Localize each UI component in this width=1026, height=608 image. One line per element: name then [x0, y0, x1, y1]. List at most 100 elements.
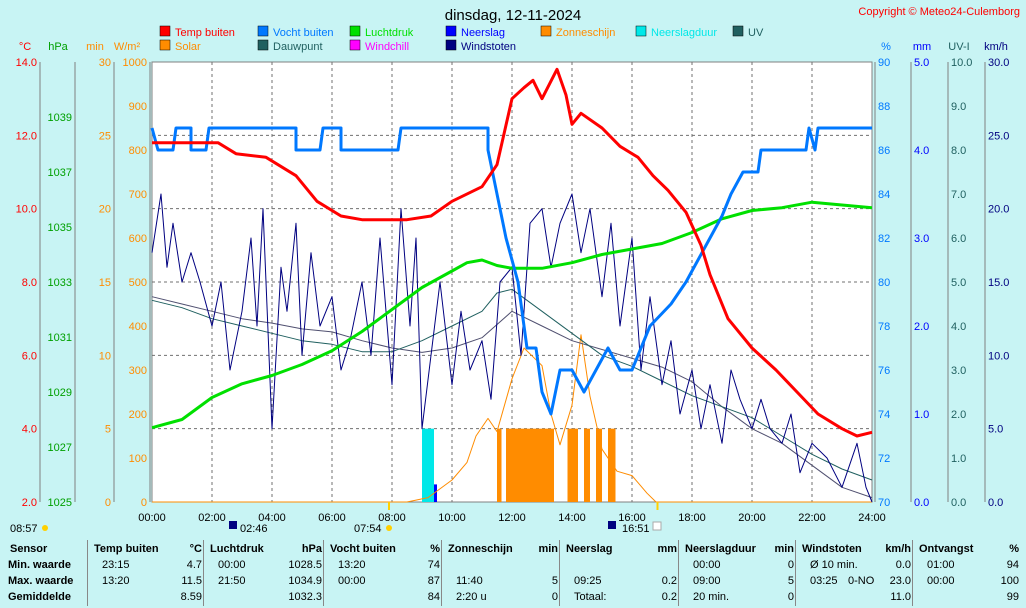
legend-swatch: [349, 39, 361, 51]
x-tick-label: 08:00: [378, 512, 406, 524]
stats-cell-label: 23:15: [102, 559, 130, 571]
stats-cell-value: 0.2: [661, 575, 677, 587]
legend-label: Neerslagduur: [651, 27, 717, 39]
stats-unit: km/h: [885, 543, 911, 555]
y-tick-label-pressure: 1027: [48, 442, 72, 454]
stats-cell-value: 4.7: [186, 559, 202, 571]
legend-swatch: [257, 25, 269, 37]
stats-header: Vocht buiten: [330, 543, 396, 555]
stats-column: Ontvangst% 01:00 94 00:00 100 99: [917, 538, 1021, 608]
stats-cell-value: 0: [787, 559, 794, 571]
stats-column: Temp buiten °C 23:15 4.7 13:20 11.5 8.59: [92, 538, 204, 608]
y-tick-label-wind: 20.0: [988, 204, 1009, 216]
y-tick-label-solar: 500: [129, 277, 147, 289]
stats-separator: [559, 540, 560, 606]
stats-cell-label: 11:40: [456, 575, 483, 587]
y-tick-label-wind: 15.0: [988, 277, 1009, 289]
legend-swatch: [349, 25, 361, 37]
legend-label: Solar: [175, 41, 201, 53]
y-tick-label-pressure: 1033: [48, 277, 72, 289]
moonrise-icon: [229, 521, 237, 529]
sunrise-icon: [386, 525, 392, 531]
stats-cell-label: 00:00: [693, 559, 721, 571]
stats-cell-value: 11.5: [181, 575, 202, 587]
y-tick-label-humidity: 84: [878, 189, 890, 201]
y-tick-label-humidity: 88: [878, 101, 890, 113]
stats-cell-label: Gemiddelde: [8, 591, 71, 603]
x-tick-label: 10:00: [438, 512, 466, 524]
y-tick-label-uv: 6.0: [951, 233, 966, 245]
y-tick-label-rain: 1.0: [914, 409, 929, 421]
stats-header: Sensor: [10, 543, 48, 555]
stats-header: Windstoten: [802, 543, 862, 555]
axis-unit-uv: UV-I: [948, 41, 969, 53]
stats-cell-value: 5: [551, 575, 558, 587]
stats-separator: [203, 540, 204, 606]
bar-zonneschijn: [506, 428, 554, 502]
y-tick-label-humidity: 78: [878, 321, 890, 333]
stats-separator: [323, 540, 324, 606]
y-tick-label-wind: 5.0: [988, 424, 1003, 436]
y-tick-label-solar: 700: [129, 189, 147, 201]
y-tick-label-humidity: 86: [878, 145, 890, 157]
y-tick-label-temp: 2.0: [22, 497, 37, 509]
bar-zonneschijn: [497, 428, 502, 502]
stats-column: Vocht buiten% 13:20 74 00:00 87 84: [328, 538, 442, 608]
stats-cell-value: 11.0: [890, 591, 911, 603]
y-tick-label-humidity: 82: [878, 233, 890, 245]
stats-cell-label: 13:20: [102, 575, 130, 587]
legend-swatch: [445, 25, 457, 37]
x-tick-label: 04:00: [258, 512, 286, 524]
y-tick-label-minutes: 10: [99, 350, 111, 362]
stats-separator: [87, 540, 88, 606]
legend-swatch: [257, 39, 269, 51]
x-tick-label: 20:00: [738, 512, 766, 524]
y-tick-label-wind: 25.0: [988, 130, 1009, 142]
y-tick-label-humidity: 90: [878, 57, 890, 69]
stats-cell-label: Ø 10 min.: [810, 559, 858, 571]
sunrise-label: 07:54: [354, 523, 382, 535]
legend-swatch: [540, 25, 552, 37]
y-tick-label-pressure: 1037: [48, 167, 72, 179]
stats-cell-value: 0: [787, 591, 794, 603]
legend-label: Windstoten: [461, 41, 516, 53]
stats-column: Neerslagduur min 00:00 0 09:00 5 20 min. 0: [683, 538, 796, 608]
stats-cell-value: 1028.5: [288, 559, 322, 571]
y-tick-label-solar: 1000: [123, 57, 147, 69]
x-tick-label: 00:00: [138, 512, 166, 524]
x-tick-label: 18:00: [678, 512, 706, 524]
stats-column: Neerslag mm 09:25 0.2 Totaal: 0.2: [564, 538, 679, 608]
y-tick-label-humidity: 76: [878, 365, 890, 377]
y-tick-label-temp: 12.0: [16, 130, 37, 142]
stats-unit: min: [538, 543, 558, 555]
y-tick-label-wind: 30.0: [988, 57, 1009, 69]
stats-unit: min: [774, 543, 794, 555]
stats-cell-label: Max. waarde: [8, 575, 74, 587]
sunset-label: 16:51: [622, 523, 650, 535]
x-tick-label: 14:00: [558, 512, 586, 524]
stats-cell-label: 21:50: [218, 575, 246, 587]
y-tick-label-solar: 300: [129, 365, 147, 377]
y-tick-label-rain: 5.0: [914, 57, 929, 69]
stats-cell-label: 03:25: [810, 575, 838, 587]
stats-cell-label: 20 min.: [693, 591, 730, 603]
stats-header: Zonneschijn: [448, 543, 513, 555]
y-tick-label-uv: 1.0: [951, 453, 966, 465]
stats-unit: mm: [657, 543, 677, 555]
y-tick-label-solar: 900: [129, 101, 147, 113]
legend-swatch: [635, 25, 647, 37]
y-tick-label-temp: 10.0: [16, 204, 37, 216]
y-tick-label-uv: 8.0: [951, 145, 966, 157]
axis-unit-temp: °C: [19, 41, 31, 53]
y-tick-label-rain: 0.0: [914, 497, 929, 509]
axis-unit-minutes: min: [86, 41, 104, 53]
legend-label: Zonneschijn: [556, 27, 615, 39]
stats-unit: hPa: [301, 543, 322, 555]
stats-cell-label: 01:00: [927, 559, 955, 571]
stats-cell-value: 23.0: [889, 575, 911, 587]
y-tick-label-humidity: 80: [878, 277, 890, 289]
stats-cell-label: 00:00: [927, 575, 955, 587]
stats-cell-value: 0: [551, 591, 558, 603]
x-tick-label: 22:00: [798, 512, 826, 524]
y-tick-label-minutes: 30: [99, 57, 111, 69]
